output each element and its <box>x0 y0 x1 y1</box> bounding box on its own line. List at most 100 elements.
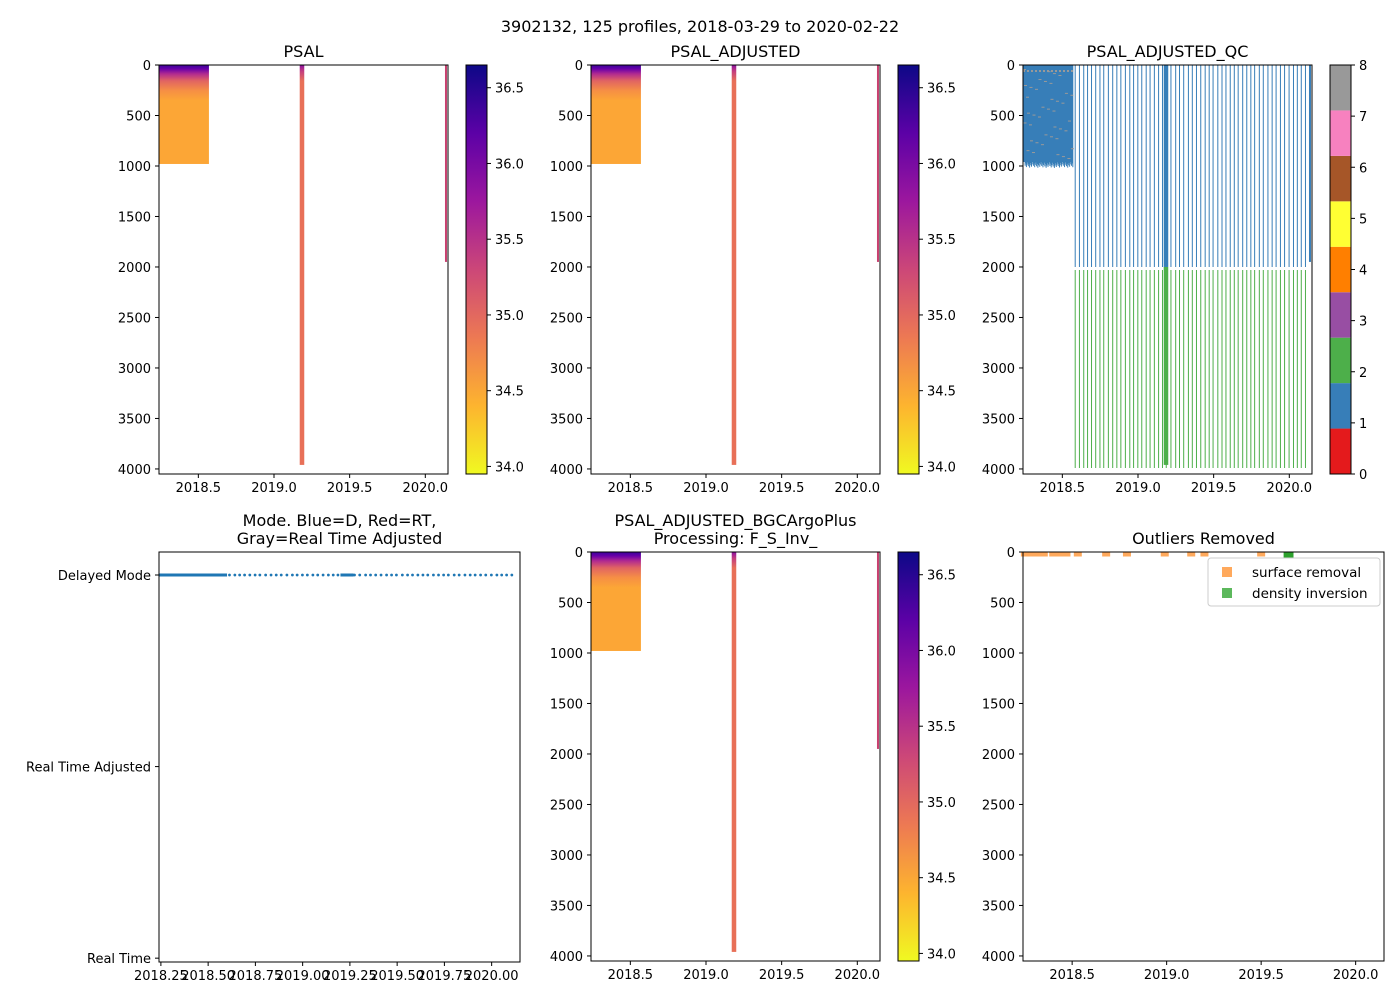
psal_adj-colorbar-label: 34.5 <box>927 385 956 400</box>
psal_qc-xtick-label: 2019.5 <box>1191 481 1237 496</box>
psal-ytick-label: 500 <box>126 109 151 124</box>
mode-xtick-label: 2018.75 <box>229 969 283 984</box>
mode-xtick-label: 2019.00 <box>276 969 330 984</box>
mode-point <box>274 573 278 577</box>
psal_adj-colorbar-frame <box>897 64 920 475</box>
mode-title: Gray=Real Time Adjusted <box>237 529 443 548</box>
psal_qc-colorbar-label: 4 <box>1359 264 1367 279</box>
panel-psal-adjusted-bgcargoplus: 2018.5 2019.0 2019.5 2020.0 0 500 1000 1500 2000… <box>550 511 956 983</box>
psal_bgc-xtick-label: 2020.0 <box>835 968 881 983</box>
outliers-ytick-label: 3500 <box>982 899 1015 914</box>
psal_qc-colorbar-segment <box>1330 383 1351 429</box>
psal_qc-qc-flag-dot <box>1070 148 1074 150</box>
mode-point <box>295 573 299 577</box>
mode-axes-frame <box>158 551 521 963</box>
mode-point <box>457 573 461 577</box>
mode-point <box>258 573 262 577</box>
panel-psal: 2018.5 2019.0 2019.5 2020.0 0 500 1000 1500 2000… <box>118 42 524 496</box>
psal_bgc-title: PSAL_ADJUSTED_BGCArgoPlus <box>614 511 856 531</box>
psal_adj-colorbar-label: 34.0 <box>927 460 956 475</box>
psal_adj-xtick-label: 2019.0 <box>683 481 729 496</box>
psal-axes-frame <box>158 64 449 475</box>
psal_adj-ytick-label: 2500 <box>550 311 583 326</box>
outliers-ytick-label: 1000 <box>982 647 1015 662</box>
psal_qc-qc-flag-dot <box>1040 144 1044 146</box>
mode-point <box>437 573 440 577</box>
mode-point <box>358 573 362 577</box>
mode-point <box>468 573 472 577</box>
outliers-title: Outliers Removed <box>1132 529 1275 548</box>
psal_bgc-colorbar-label: 36.0 <box>927 644 956 659</box>
psal_bgc-ytick-label: 1000 <box>550 647 583 662</box>
psal_adj-ytick-label: 4000 <box>550 463 583 478</box>
mode-point <box>364 573 368 577</box>
psal_qc-qc-flag-dot <box>1023 84 1027 86</box>
psal-thick-profile <box>299 65 305 465</box>
psal_bgc-colorbar-frame <box>897 551 920 962</box>
psal_qc-qc-flag-dot <box>1031 152 1035 154</box>
mode-ytick-label: Real Time <box>87 952 151 967</box>
psal_bgc-colorbar-label: 34.5 <box>927 872 956 887</box>
mode-point <box>336 573 340 577</box>
psal_qc-qc-flag-dot <box>1058 128 1062 130</box>
surface-removal-marker <box>1200 551 1209 557</box>
psal-colorbar-label: 36.0 <box>495 157 524 172</box>
psal_qc-ytick-label: 2000 <box>982 261 1015 276</box>
psal-colorbar-label: 35.5 <box>495 233 524 248</box>
psal_qc-colorbar-label: 6 <box>1359 161 1367 176</box>
mode-point <box>353 573 356 577</box>
mode-title: Mode. Blue=D, Red=RT, <box>243 511 437 530</box>
outliers-axes-frame <box>1022 551 1385 962</box>
psal_qc-qc-flag-dot <box>1061 156 1065 158</box>
psal_qc-colorbar-segment <box>1330 155 1351 202</box>
surface-removal-marker <box>1054 551 1063 557</box>
mode-point <box>311 573 315 577</box>
psal_bgc-profiles <box>591 552 879 955</box>
psal_adj-colorbar-label: 35.0 <box>927 309 956 324</box>
mode-point <box>279 573 283 577</box>
psal_qc-qc-flag-dot <box>1023 69 1026 71</box>
psal_qc-qc-flag-dot <box>1037 116 1041 118</box>
mode-point <box>321 573 325 577</box>
mode-point <box>479 573 482 577</box>
psal_qc-xtick-label: 2020.0 <box>1267 481 1313 496</box>
psal_qc-ytick-label: 1500 <box>982 210 1015 225</box>
psal_qc-qc-flag-dot <box>1029 140 1033 142</box>
surface-removal-marker <box>1257 551 1266 557</box>
psal_qc-ytick-label: 4000 <box>982 463 1015 478</box>
psal_qc-ytick-label: 3500 <box>982 412 1015 427</box>
outliers-ytick-label: 4000 <box>982 950 1015 965</box>
psal-colorbar-frame <box>465 64 488 475</box>
psal_qc-qc-flag-dot <box>1026 112 1030 114</box>
psal_qc-qc-flag-dot <box>1035 142 1039 144</box>
mode-xtick-label: 2020.00 <box>465 969 519 984</box>
surface-removal-marker <box>1073 551 1082 557</box>
psal-xtick-label: 2019.0 <box>251 481 297 496</box>
psal_qc-thick-profile-upper <box>1163 65 1169 267</box>
psal-ytick-label: 1000 <box>118 160 151 175</box>
surface-removal-marker <box>1062 551 1071 557</box>
psal_bgc-ytick-label: 3000 <box>550 849 583 864</box>
panel-outliers-removed: 2018.5 2019.0 2019.5 2020.0 0 500 1000 1500 2000… <box>982 529 1385 983</box>
panel-psal-adjusted: 2018.5 2019.0 2019.5 2020.0 0 500 1000 1500 2000… <box>550 42 956 496</box>
psal_bgc-ytick-label: 2500 <box>550 798 583 813</box>
psal_qc-qc-flag-dot <box>1043 80 1047 82</box>
psal_qc-qc-flag-dot <box>1049 82 1053 84</box>
psal_adj-title: PSAL_ADJUSTED <box>670 42 800 62</box>
psal_adj-ytick-label: 2000 <box>550 261 583 276</box>
panel-psal-adjusted-qc: 2018.5 2019.0 2019.5 2020.0 0 500 1000 1500 2000… <box>982 42 1367 496</box>
mode-point <box>379 573 383 577</box>
mode-point <box>228 573 231 577</box>
mode-point <box>285 573 289 577</box>
outliers-ytick-label: 0 <box>1007 546 1015 561</box>
psal_bgc-xtick-label: 2019.5 <box>759 968 805 983</box>
psal_qc-colorbar-label: 1 <box>1359 417 1367 432</box>
psal_adj-ytick-label: 3000 <box>550 362 583 377</box>
psal_bgc-colorbar-gradient <box>898 552 919 961</box>
psal_adj-ytick-label: 0 <box>575 59 583 74</box>
mode-point <box>416 573 420 577</box>
psal_qc-qc-flag-dot <box>1064 130 1068 132</box>
psal-title: PSAL <box>284 42 324 61</box>
psal_bgc-dense-block <box>591 552 641 651</box>
psal_bgc-xtick-label: 2018.5 <box>608 968 654 983</box>
